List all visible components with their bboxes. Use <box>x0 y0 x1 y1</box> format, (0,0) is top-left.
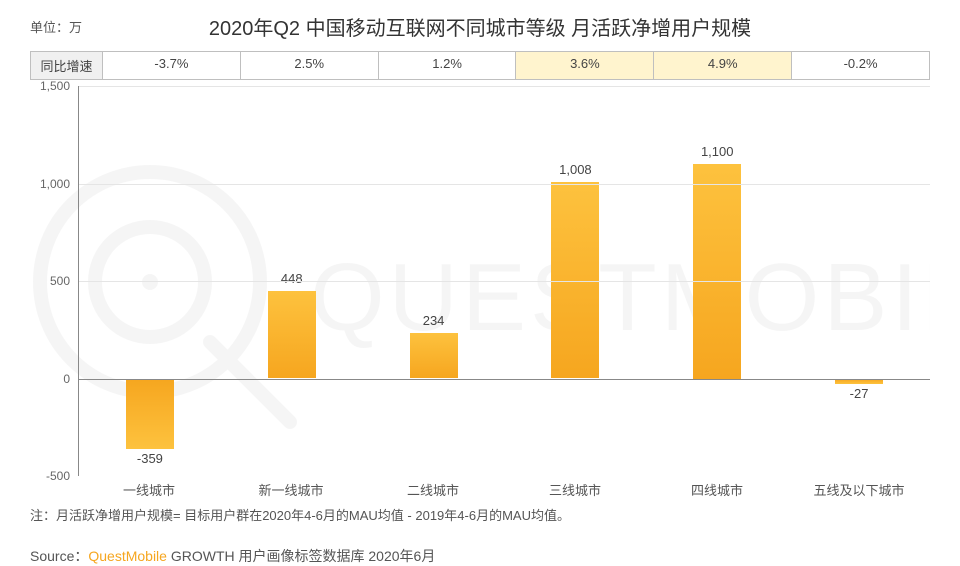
growth-cell: 1.2% <box>379 52 517 79</box>
growth-cell: -0.2% <box>792 52 929 79</box>
y-tick-label: 0 <box>63 372 70 386</box>
unit-label: 单位：万 <box>30 17 90 36</box>
bar <box>410 333 458 379</box>
growth-cell: 4.9% <box>654 52 792 79</box>
x-tick-label: 二线城市 <box>362 476 504 499</box>
bar <box>126 379 174 449</box>
bar-value-label: 234 <box>423 313 445 328</box>
y-tick-label: 1,500 <box>40 79 70 93</box>
growth-table: 同比增速 -3.7%2.5%1.2%3.6%4.9%-0.2% <box>30 51 930 80</box>
x-axis: 一线城市新一线城市二线城市三线城市四线城市五线及以下城市 <box>78 476 930 499</box>
source-line: Source：QuestMobile GROWTH 用户画像标签数据库 2020… <box>30 546 930 566</box>
footnote: 注：月活跃净增用户规模= 目标用户群在2020年4-6月的MAU均值 - 201… <box>30 505 930 524</box>
x-tick-label: 一线城市 <box>78 476 220 499</box>
grid-line <box>79 281 930 282</box>
chart-area: -50005001,0001,500 -3594482341,0081,100-… <box>30 86 930 476</box>
source-rest: GROWTH 用户画像标签数据库 2020年6月 <box>167 548 435 564</box>
source-brand: QuestMobile <box>88 548 167 564</box>
growth-label: 同比增速 <box>31 52 103 79</box>
y-axis: -50005001,0001,500 <box>30 86 78 476</box>
bar <box>268 291 316 378</box>
chart-title: 2020年Q2 中国移动互联网不同城市等级 月活跃净增用户规模 <box>90 12 870 41</box>
plot-area: -359 448 234 1,008 1,100 -27 <box>78 86 930 476</box>
grid-line <box>79 184 930 185</box>
y-tick-label: 1,000 <box>40 177 70 191</box>
y-tick-label: -500 <box>46 469 70 483</box>
growth-cell: -3.7% <box>103 52 241 79</box>
bar-value-label: 1,100 <box>701 144 734 159</box>
x-tick-label: 五线及以下城市 <box>788 476 930 499</box>
bar-value-label: -27 <box>850 386 869 401</box>
bar-value-label: 1,008 <box>559 162 592 177</box>
zero-line <box>79 379 930 380</box>
bar-value-label: 448 <box>281 271 303 286</box>
grid-line <box>79 86 930 87</box>
x-tick-label: 四线城市 <box>646 476 788 499</box>
bar <box>693 164 741 379</box>
bar-value-label: -359 <box>137 451 163 466</box>
x-tick-label: 三线城市 <box>504 476 646 499</box>
y-tick-label: 500 <box>50 274 70 288</box>
source-prefix: Source： <box>30 548 88 564</box>
growth-cell: 2.5% <box>241 52 379 79</box>
growth-cell: 3.6% <box>516 52 654 79</box>
x-tick-label: 新一线城市 <box>220 476 362 499</box>
